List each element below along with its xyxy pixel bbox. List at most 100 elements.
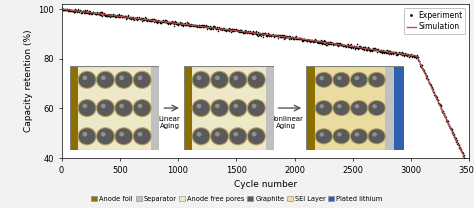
Point	[138, 17, 146, 21]
Point	[325, 42, 332, 45]
Point	[237, 28, 244, 32]
Point	[425, 80, 433, 83]
Point	[345, 45, 353, 48]
Point	[427, 84, 435, 87]
Point	[242, 30, 250, 33]
Point	[252, 30, 259, 34]
Point	[337, 44, 344, 47]
Point	[311, 38, 319, 41]
Point	[287, 37, 294, 40]
Point	[81, 10, 88, 13]
Point	[355, 46, 363, 49]
Point	[402, 52, 410, 56]
Point	[461, 156, 468, 160]
Point	[444, 119, 452, 123]
Point	[263, 34, 271, 37]
Point	[375, 50, 383, 53]
Point	[85, 10, 93, 13]
Point	[372, 48, 380, 52]
Point	[436, 105, 444, 108]
Point	[431, 93, 438, 96]
Point	[219, 28, 226, 31]
Point	[460, 155, 468, 159]
Point	[84, 11, 92, 14]
Point	[283, 35, 291, 38]
Point	[60, 9, 67, 12]
Point	[439, 110, 447, 113]
Point	[377, 50, 384, 53]
Point	[167, 21, 174, 24]
Point	[431, 93, 439, 97]
Point	[361, 46, 369, 49]
Point	[289, 35, 296, 38]
Point	[249, 33, 257, 36]
Point	[265, 32, 273, 36]
Point	[465, 166, 473, 169]
Point	[131, 16, 138, 20]
Point	[119, 14, 127, 17]
Point	[77, 11, 85, 15]
Point	[101, 12, 109, 15]
Point	[304, 38, 311, 41]
Point	[237, 29, 245, 32]
Point	[124, 16, 131, 19]
Point	[338, 42, 346, 45]
Point	[100, 12, 108, 16]
Point	[334, 42, 341, 46]
Point	[352, 46, 360, 49]
Point	[396, 52, 403, 55]
Point	[310, 40, 318, 43]
Point	[407, 53, 414, 57]
Point	[202, 25, 210, 28]
Point	[448, 128, 456, 131]
Point	[98, 11, 106, 14]
X-axis label: Cycle number: Cycle number	[234, 180, 297, 189]
Point	[207, 27, 214, 30]
Point	[131, 16, 139, 20]
Point	[378, 51, 385, 54]
Point	[194, 25, 201, 28]
Point	[292, 37, 300, 41]
Point	[80, 10, 87, 13]
Point	[177, 22, 184, 25]
Point	[438, 109, 446, 112]
Point	[288, 36, 296, 39]
Point	[406, 54, 414, 57]
Point	[323, 41, 330, 44]
Point	[236, 28, 243, 32]
Point	[358, 46, 366, 50]
Point	[461, 157, 469, 161]
Point	[464, 161, 471, 164]
Point	[392, 53, 400, 57]
Point	[150, 17, 158, 20]
Point	[447, 126, 454, 129]
Point	[226, 28, 234, 31]
Point	[389, 53, 397, 56]
Point	[398, 53, 405, 57]
Point	[122, 15, 129, 19]
Point	[402, 54, 410, 57]
Point	[327, 42, 335, 46]
Point	[321, 42, 329, 45]
Point	[334, 42, 342, 46]
Point	[394, 51, 402, 55]
Point	[127, 17, 135, 20]
Point	[102, 13, 110, 16]
Point	[177, 22, 185, 25]
Point	[286, 35, 293, 38]
Point	[113, 14, 121, 17]
Point	[295, 36, 303, 40]
Point	[456, 146, 463, 150]
Point	[411, 55, 419, 59]
Point	[329, 42, 337, 45]
Point	[392, 51, 399, 54]
Point	[456, 147, 464, 151]
Point	[70, 9, 77, 12]
Point	[231, 27, 238, 30]
Point	[352, 45, 359, 48]
Point	[133, 18, 141, 21]
Point	[105, 14, 113, 17]
Point	[437, 103, 444, 106]
Point	[266, 33, 273, 36]
Y-axis label: Capacity retention (%): Capacity retention (%)	[24, 30, 33, 132]
